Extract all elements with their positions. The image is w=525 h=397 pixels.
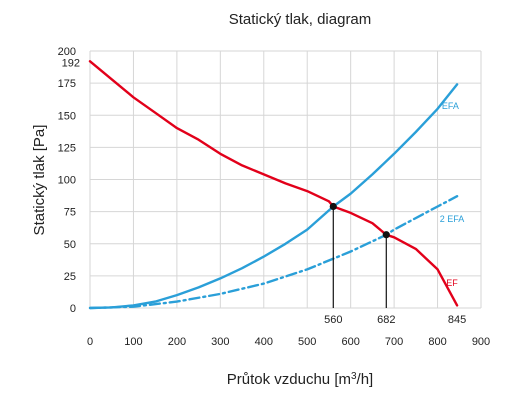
y-tick-label-extra: 192: [62, 57, 80, 69]
series-label-ef: EF: [446, 278, 458, 288]
series-lines: [88, 60, 459, 310]
series-line-ef: [88, 60, 459, 307]
x-tick-label: 200: [168, 336, 186, 348]
y-axis-title: Statický tlak [Pa]: [31, 125, 48, 236]
grid: [89, 50, 482, 309]
x-axis-title-unit: /h]: [357, 371, 374, 388]
x-axis-title-superscript: 3: [351, 371, 357, 382]
y-tick-label: 100: [58, 175, 76, 187]
x-tick-label: 600: [341, 336, 359, 348]
y-tick-label: 75: [64, 207, 76, 219]
x-tick-label: 400: [255, 336, 273, 348]
x-tick-label: 300: [211, 336, 229, 348]
series-line-2-efa: [88, 194, 459, 310]
y-tick-label: 125: [58, 142, 76, 154]
y-tick-label: 150: [58, 110, 76, 122]
y-tick-label: 0: [70, 303, 76, 315]
x-tick-label: 100: [124, 336, 142, 348]
operating-point-dot: [382, 231, 390, 239]
x-axis-title: Průtok vzduchu [m3/h]: [227, 371, 373, 389]
operating-point-label: 682: [377, 314, 395, 326]
operating-points: 560 682 845: [324, 202, 466, 326]
x-axis-title-main: Průtok vzduchu [m: [227, 371, 351, 388]
series-labels: EF EFA 2 EFA: [440, 101, 465, 288]
series-label-efa: EFA: [442, 101, 459, 111]
series-label-2-efa: 2 EFA: [440, 214, 465, 224]
operating-point-label: 845: [448, 314, 466, 326]
x-tick-label: 900: [472, 336, 490, 348]
y-tick-label: 25: [64, 271, 76, 283]
operating-point-dot: [329, 202, 337, 211]
x-tick-label: 0: [87, 336, 93, 348]
chart-title: Statický tlak, diagram: [229, 11, 372, 28]
x-tick-label: 500: [298, 336, 316, 348]
operating-point-label: 560: [324, 314, 342, 326]
y-tick-label: 50: [64, 239, 76, 251]
series-line-efa: [88, 83, 459, 310]
x-tick-label: 700: [385, 336, 403, 348]
x-tick-label: 800: [428, 336, 446, 348]
y-tick-label: 175: [58, 78, 76, 90]
y-tick-label: 200: [58, 46, 76, 58]
